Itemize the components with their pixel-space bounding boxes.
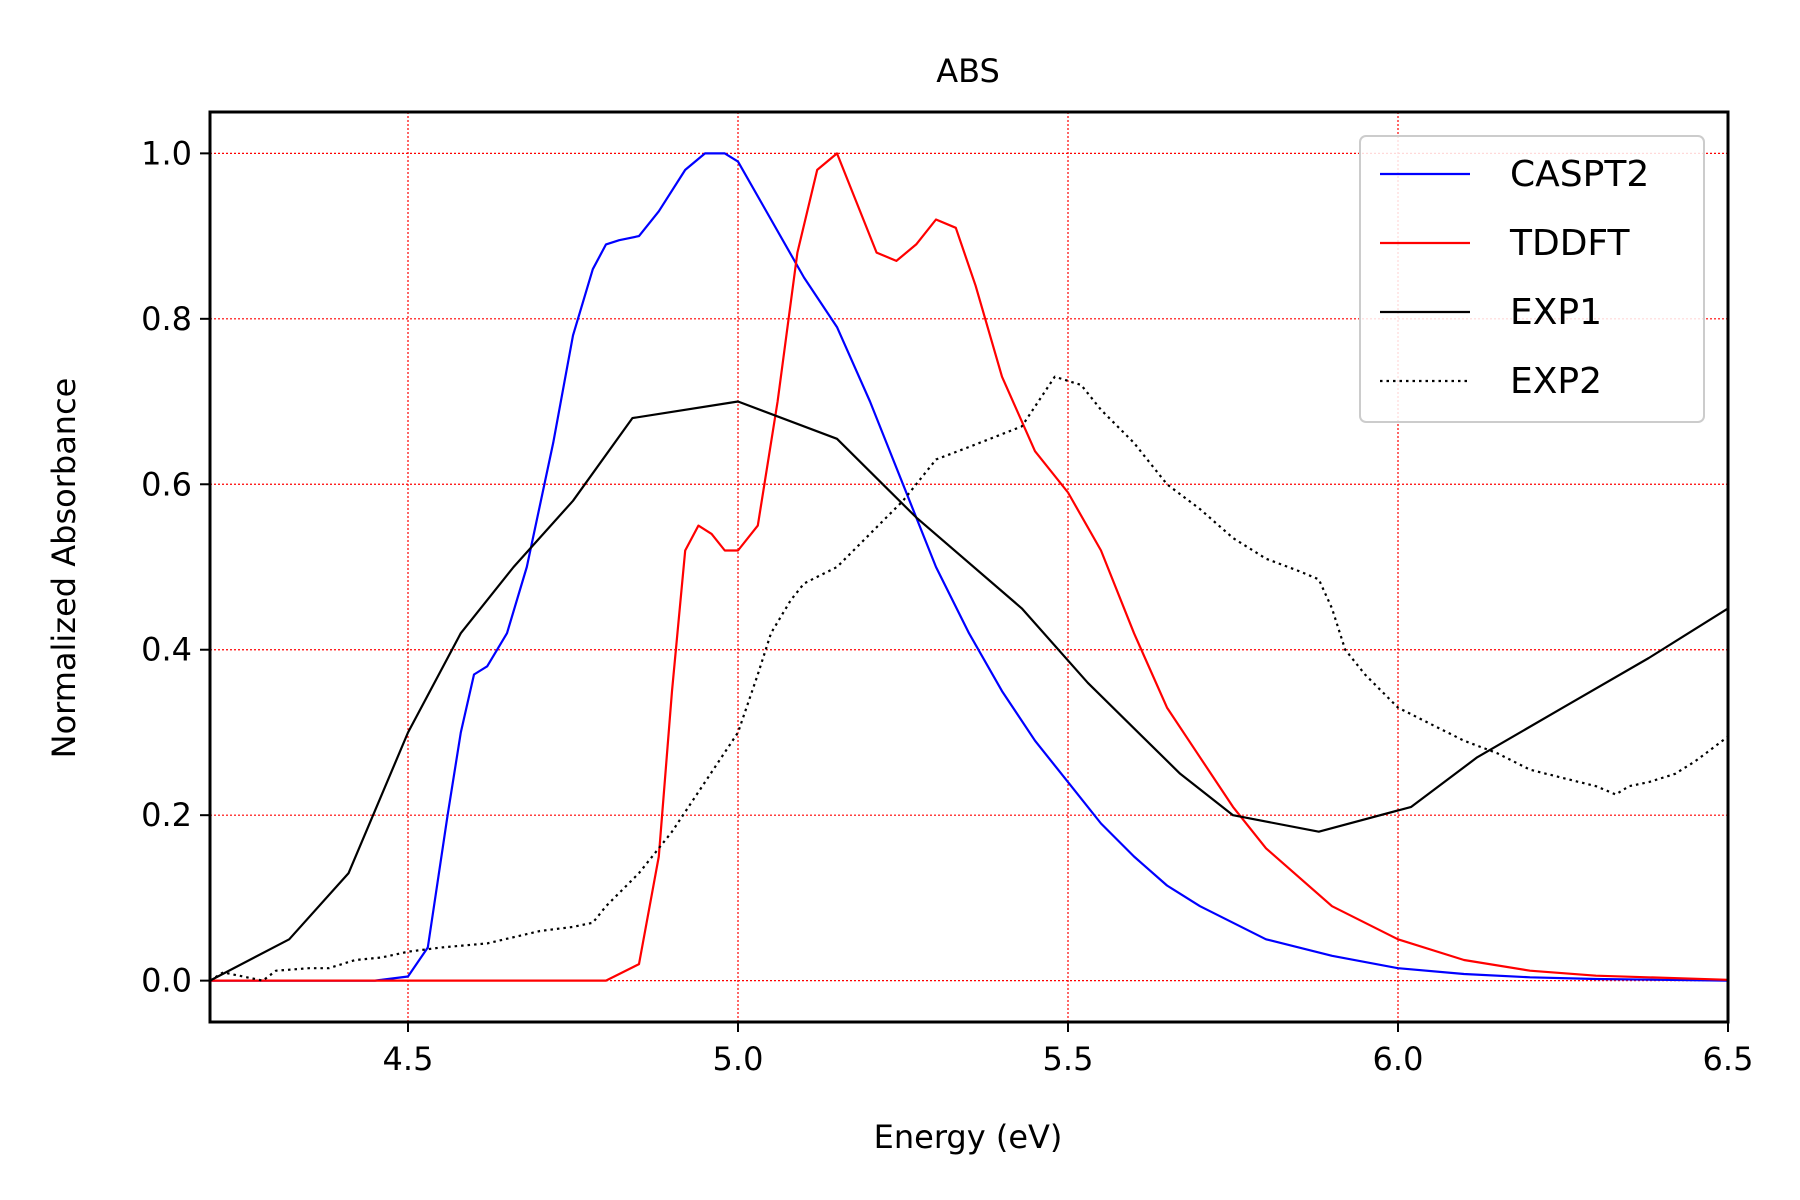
x-tick-label: 5.0 [713,1040,764,1078]
x-tick-label: 6.0 [1373,1040,1424,1078]
y-axis-label: Normalized Absorbance [45,378,83,759]
ticks: 4.5 5.0 5.5 6.0 6.5 0.0 0.2 0.4 0.6 0.8 1.0 [141,134,1753,1078]
x-axis-label: Energy (eV) [874,1118,1063,1156]
series-line-caspt2 [210,152,1729,982]
y-tick-label: 0.4 [141,631,192,669]
y-tick-label: 0.2 [141,796,192,834]
legend-label-caspt2: CASPT2 [1510,154,1649,195]
x-tick-label: 5.5 [1043,1040,1094,1078]
legend-label-tddft: TDDFT [1509,223,1631,264]
y-tick-label: 0.6 [141,465,192,503]
series-layer [209,152,1729,982]
legend-label-exp1: EXP1 [1510,292,1602,333]
plot-frame [208,110,1730,1024]
legend-label-exp2: EXP2 [1510,361,1602,402]
series-line-exp1 [209,400,1729,982]
chart-title: ABS [936,52,1000,90]
x-tick-label: 4.5 [383,1040,434,1078]
y-tick-label: 0.0 [141,962,192,1000]
y-tick-label: 0.8 [141,300,192,338]
y-tick-label: 1.0 [141,134,192,172]
legend-box [1359,135,1705,423]
x-tick-label: 6.5 [1703,1040,1754,1078]
series-line-exp2 [209,375,1729,982]
legend: CASPT2 TDDFT EXP1 EXP2 [1359,135,1705,423]
series-line-tddft [210,152,1729,982]
